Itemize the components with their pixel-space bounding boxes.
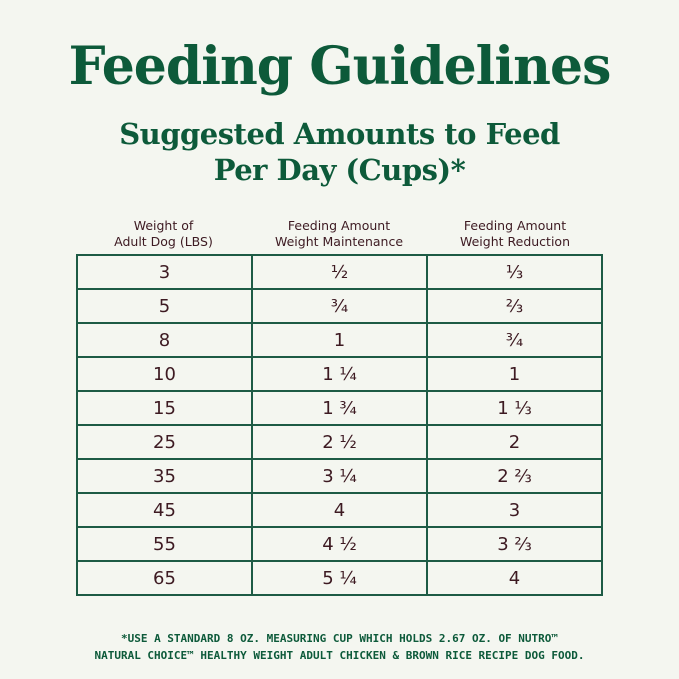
header-maintenance: Feeding Amount Weight Maintenance [251,218,427,250]
header-line: Weight Maintenance [274,234,404,249]
weight-cell: 35 [76,458,253,494]
reduction-cell: ⅓ [426,254,603,290]
reduction-cell: 1 ⅓ [426,390,603,426]
header-line: Adult Dog (LBS) [114,234,213,249]
maintenance-cell: 1 ¾ [251,390,428,426]
reduction-cell: 3 [426,492,603,528]
reduction-cell: 4 [426,560,603,596]
header-line: Feeding Amount [287,218,391,233]
table-row: 45 4 3 [76,492,603,528]
weight-cell: 5 [76,288,253,324]
weight-cell: 10 [76,356,253,392]
weight-cell: 25 [76,424,253,460]
header-reduction: Feeding Amount Weight Reduction [427,218,603,250]
weight-cell: 3 [76,254,253,290]
weight-cell: 15 [76,390,253,426]
maintenance-cell: 1 [251,322,428,358]
weight-cell: 55 [76,526,253,562]
maintenance-cell: 3 ¼ [251,458,428,494]
footnote-line-1: *USE A STANDARD 8 OZ. MEASURING CUP WHIC… [120,632,559,645]
header-line: Weight Reduction [459,234,570,249]
reduction-cell: 3 ⅔ [426,526,603,562]
footnote-line-2: NATURAL CHOICE™ HEALTHY WEIGHT ADULT CHI… [94,649,585,662]
subtitle: Suggested Amounts to Feed Per Day (Cups)… [0,116,679,188]
weight-cell: 65 [76,560,253,596]
header-weight: Weight of Adult Dog (LBS) [76,218,251,250]
reduction-cell: 1 [426,356,603,392]
reduction-cell: 2 [426,424,603,460]
maintenance-cell: 1 ¼ [251,356,428,392]
subtitle-line-2: Per Day (Cups)* [213,153,466,187]
weight-cell: 8 [76,322,253,358]
header-line: Weight of [133,218,194,233]
maintenance-cell: ¾ [251,288,428,324]
maintenance-cell: 4 ½ [251,526,428,562]
reduction-cell: ¾ [426,322,603,358]
maintenance-cell: 4 [251,492,428,528]
subtitle-line-1: Suggested Amounts to Feed [119,117,560,151]
weight-cell: 45 [76,492,253,528]
page-title: Feeding Guidelines [68,36,612,97]
maintenance-cell: ½ [251,254,428,290]
maintenance-cell: 5 ¼ [251,560,428,596]
header-line: Feeding Amount [463,218,567,233]
reduction-cell: ⅔ [426,288,603,324]
footnote: *USE A STANDARD 8 OZ. MEASURING CUP WHIC… [0,630,679,664]
maintenance-cell: 2 ½ [251,424,428,460]
reduction-cell: 2 ⅔ [426,458,603,494]
